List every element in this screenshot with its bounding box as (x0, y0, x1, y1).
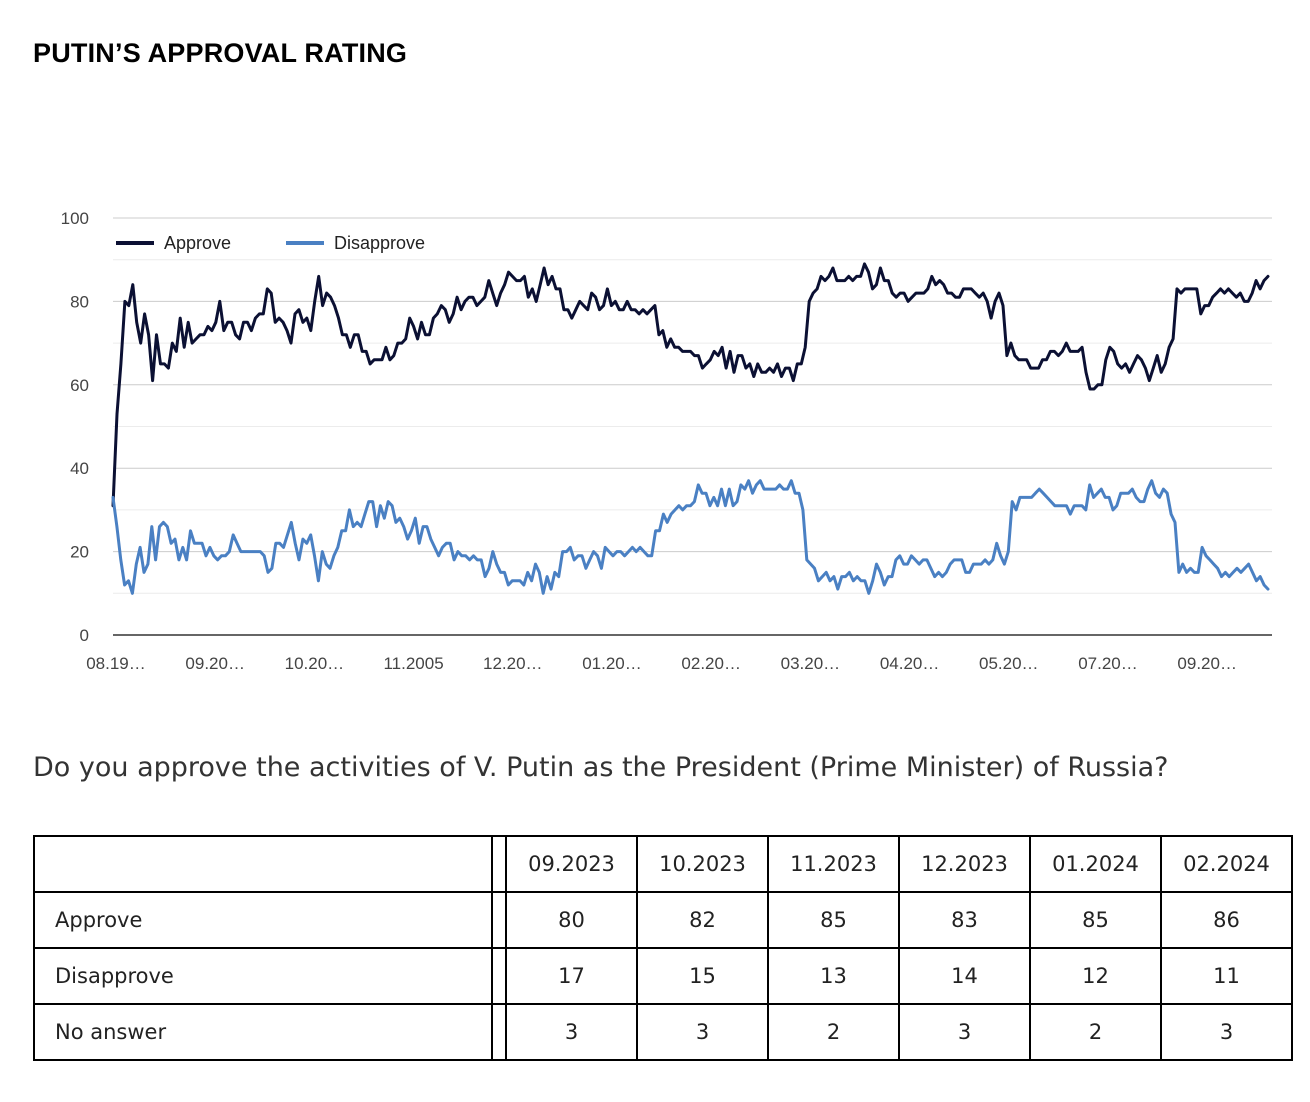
x-tick-label: 09.20… (185, 654, 245, 673)
table-row-no-answer: No answer 3 3 2 3 2 3 (33, 1003, 1293, 1061)
row-label: Disapprove (33, 947, 493, 1005)
x-axis: 08.19… 09.20… 10.20… 11.2005 12.20… 01.20… 02.… (86, 654, 1237, 673)
table-cell: 86 (1160, 891, 1293, 949)
table-cell: 2 (767, 1003, 900, 1061)
series-lines (111, 262, 1270, 595)
table-separator-cell (491, 891, 507, 949)
survey-question: Do you approve the activities of V. Puti… (33, 752, 1169, 783)
column-header: 12.2023 (898, 835, 1031, 893)
column-header: 01.2024 (1029, 835, 1162, 893)
legend: Approve Disapprove (116, 233, 425, 253)
table-separator-cell (491, 1003, 507, 1061)
legend-label: Disapprove (334, 233, 425, 253)
x-tick-label: 05.20… (979, 654, 1039, 673)
table-row-approve: Approve 80 82 85 83 85 86 (33, 891, 1293, 949)
x-tick-label: 10.20… (285, 654, 345, 673)
table-cell: 83 (898, 891, 1031, 949)
table-cell: 3 (636, 1003, 769, 1061)
chart-title: PUTIN’S APPROVAL RATING (33, 38, 408, 68)
y-tick-label: 0 (80, 626, 89, 645)
y-axis: 0 20 40 60 80 100 (61, 209, 89, 645)
table-cell: 14 (898, 947, 1031, 1005)
column-header: 09.2023 (505, 835, 638, 893)
y-tick-label: 20 (70, 543, 89, 562)
column-header: 02.2024 (1160, 835, 1293, 893)
line-chart: 0 20 40 60 80 100 08.19… 09.20… 10.20… 11.2005 12… (61, 209, 1272, 673)
table-separator-cell (491, 835, 507, 893)
table-cell: 12 (1029, 947, 1162, 1005)
x-tick-label: 04.20… (880, 654, 940, 673)
table-separator-cell (491, 947, 507, 1005)
x-tick-label: 08.19… (86, 654, 146, 673)
table-cell: 13 (767, 947, 900, 1005)
y-tick-label: 40 (70, 459, 89, 478)
row-label: No answer (33, 1003, 493, 1061)
column-header: 10.2023 (636, 835, 769, 893)
table-header-row: 09.2023 10.2023 11.2023 12.2023 01.2024 … (33, 835, 1293, 893)
x-tick-label: 02.20… (681, 654, 741, 673)
table-cell: 3 (1160, 1003, 1293, 1061)
table-corner-cell (33, 835, 493, 893)
series-line-approve (111, 262, 1270, 508)
table-cell: 80 (505, 891, 638, 949)
table-cell: 11 (1160, 947, 1293, 1005)
results-table-container: 09.2023 10.2023 11.2023 12.2023 01.2024 … (33, 835, 1293, 1061)
table-cell: 82 (636, 891, 769, 949)
x-tick-label: 12.20… (483, 654, 543, 673)
table-cell: 85 (767, 891, 900, 949)
table-row-disapprove: Disapprove 17 15 13 14 12 11 (33, 947, 1293, 1005)
row-label: Approve (33, 891, 493, 949)
table-cell: 17 (505, 947, 638, 1005)
x-tick-label: 09.20… (1177, 654, 1237, 673)
table-cell: 15 (636, 947, 769, 1005)
legend-label: Approve (164, 233, 231, 253)
table-cell: 2 (1029, 1003, 1162, 1061)
y-tick-label: 100 (61, 209, 89, 228)
x-tick-label: 01.20… (582, 654, 642, 673)
column-header: 11.2023 (767, 835, 900, 893)
table-cell: 3 (505, 1003, 638, 1061)
table-cell: 3 (898, 1003, 1031, 1061)
x-tick-label: 07.20… (1078, 654, 1138, 673)
x-tick-label: 11.2005 (383, 654, 443, 673)
y-tick-label: 60 (70, 376, 89, 395)
grid-lines (113, 217, 1272, 636)
x-tick-label: 03.20… (781, 654, 841, 673)
y-tick-label: 80 (70, 292, 89, 311)
results-table: 09.2023 10.2023 11.2023 12.2023 01.2024 … (33, 835, 1293, 1061)
series-line-disapprove (111, 479, 1270, 595)
table-cell: 85 (1029, 891, 1162, 949)
